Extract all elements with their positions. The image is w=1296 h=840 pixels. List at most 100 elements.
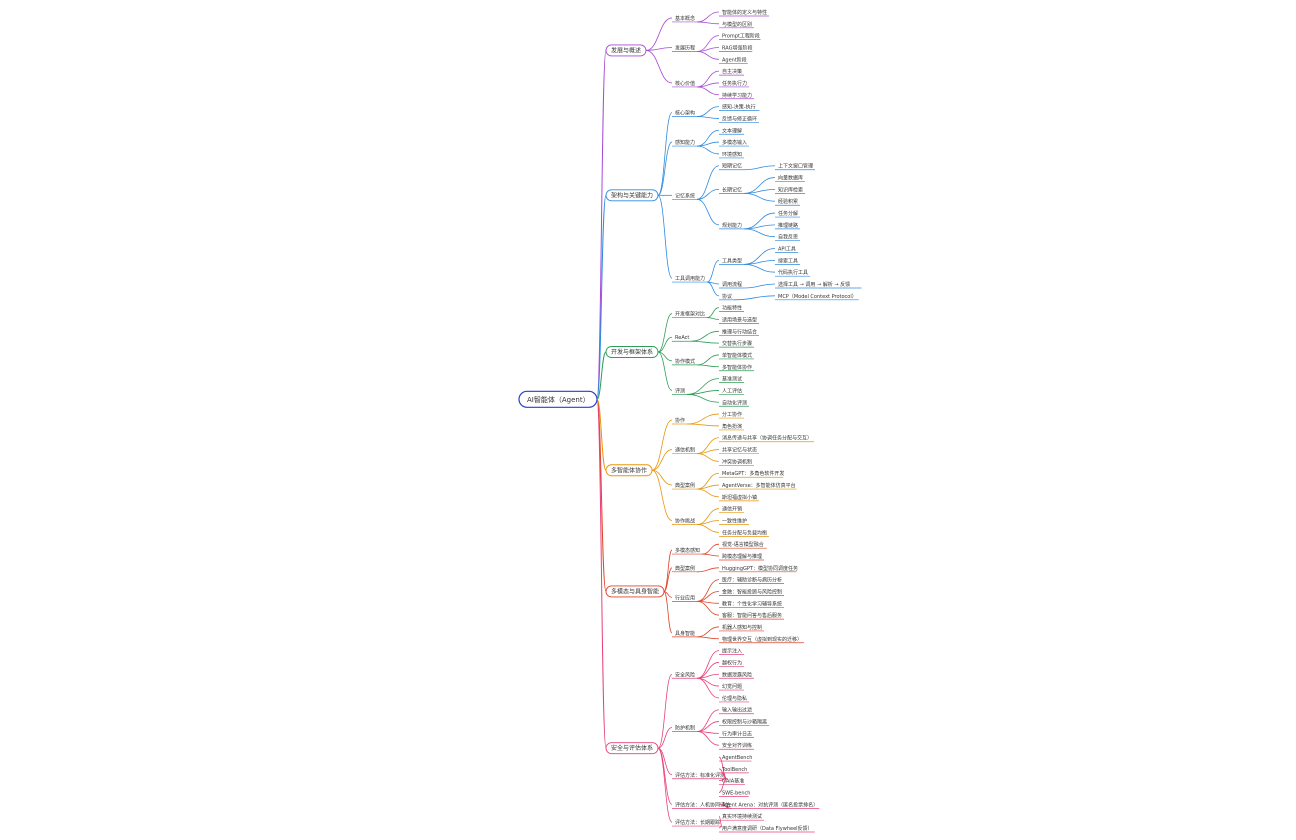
- node-label-1-1-0: 文本理解: [722, 127, 742, 134]
- node-label-0-1-0: Prompt工程阶段: [722, 33, 760, 40]
- node-label-0-0-1: 与模型的区别: [722, 21, 752, 28]
- connector-4-3-1: [696, 636, 720, 640]
- node-label-4-0-1: 跨模态理解与推理: [722, 553, 762, 560]
- connector-5-2-3: [718, 778, 728, 793]
- connector-1-0-1: [696, 116, 720, 119]
- node-label-2-2-1: 多智能体协作: [722, 364, 752, 371]
- node-label-1-3-2-0: MCP（Model Context Protocol）: [778, 294, 857, 300]
- connector-2-2-0: [696, 354, 720, 366]
- node-label-1-2-2-1: 推理链路: [778, 222, 798, 229]
- node-label-5-1-0: 输入输出过滤: [722, 707, 752, 714]
- node-label-1-2-2: 规划能力: [722, 222, 742, 229]
- node-label-2-3-1: 人工评估: [722, 387, 742, 394]
- node-label-4-2: 行业应用: [675, 594, 695, 601]
- node-label-3-0-1: 角色扮演: [722, 423, 742, 430]
- branch-label-5: 安全与评估体系: [611, 744, 653, 752]
- connector-1-2-2-2: [743, 228, 776, 238]
- node-label-5-2-1: ToolBench: [721, 767, 747, 773]
- branch-label-4: 多模态与具身智能: [611, 587, 659, 595]
- connector-2-2-1: [696, 364, 720, 368]
- node-label-1-3-1-0: 选择工具 → 调用 → 解析 → 反馈: [778, 281, 850, 288]
- connector-1-0-0: [696, 106, 720, 117]
- node-label-5-0-2: 数据泄露风险: [722, 671, 752, 678]
- connector-2-3-2: [686, 394, 720, 403]
- node-label-3-0: 协作: [675, 417, 685, 424]
- connector-1: [596, 194, 607, 400]
- node-label-2-3: 评测: [675, 387, 685, 394]
- node-label-2-3-2: 自动化评测: [722, 399, 747, 406]
- connector-1-2-2: [696, 198, 720, 226]
- connector-5-1-0: [696, 709, 720, 732]
- connector-5-3: [657, 747, 673, 805]
- node-label-1-3-0-0: API工具: [778, 247, 796, 253]
- node-label-0-0: 基本概念: [675, 15, 695, 22]
- node-label-1-2-1-2: 经验积累: [778, 198, 798, 205]
- node-label-5-1-3: 安全对齐训练: [722, 742, 752, 749]
- node-label-5-0: 安全风险: [675, 671, 695, 678]
- connector-1-3-1-0: [743, 283, 776, 289]
- connector-5-1-3: [696, 731, 720, 746]
- connector-5-1-1: [696, 721, 720, 732]
- node-label-3-2-2: 斯坦福虚拟小镇: [722, 494, 757, 501]
- node-label-5-1-2: 行为审计日志: [722, 730, 752, 737]
- node-label-5-1-1: 权限控制与沙箱隔离: [722, 719, 767, 726]
- node-label-2-2-0: 单智能体模式: [722, 352, 752, 359]
- connector-3-0-1: [686, 423, 720, 427]
- connector-0-0-0: [696, 11, 720, 23]
- connector-1-3-2-0: [733, 295, 776, 301]
- connector-2-0-1: [706, 317, 720, 320]
- node-label-1-3-0-1: 搜索工具: [778, 257, 798, 264]
- connector-1-2-0: [696, 165, 720, 200]
- connector-2-1: [657, 336, 673, 353]
- node-label-0-2-0: 自主决策: [722, 68, 742, 75]
- connector-4: [596, 398, 607, 592]
- connector-2-0: [657, 313, 673, 353]
- node-label-4-3-1: 物理世界交互（虚拟到现实的迁移）: [722, 636, 802, 643]
- connector-5-0-4: [696, 677, 720, 699]
- node-label-1-3-2: 协议: [722, 293, 732, 300]
- node-label-4-2-0: 医疗：辅助诊断与病历分析: [722, 577, 782, 584]
- node-label-1-3-0-2: 代码执行工具: [778, 269, 808, 276]
- connector-3-2-2: [696, 488, 720, 498]
- connector-2-1-1: [690, 340, 720, 344]
- node-label-5-4-1: 用户满意度调研（Data Flywheel反馈）: [722, 825, 813, 832]
- node-label-1-2-1: 长期记忆: [722, 186, 742, 193]
- node-label-2-0-1: 适用场景与选型: [722, 316, 757, 323]
- branch-label-0: 发展与概述: [611, 46, 641, 54]
- connector-2-1-0: [690, 330, 720, 342]
- node-label-0-1: 发展历程: [675, 44, 695, 51]
- node-label-2-0: 开发框架对比: [675, 311, 705, 318]
- node-label-3-1-1: 共享记忆与状态: [722, 447, 757, 454]
- node-label-3-3-0: 通信开销: [722, 506, 742, 513]
- connector-4-3-0: [696, 626, 720, 638]
- connector-0-0: [645, 17, 673, 51]
- connector-5-1: [657, 727, 673, 749]
- connector-3-0: [651, 419, 673, 471]
- node-label-0-2-2: 持续学习能力: [722, 92, 752, 99]
- connector-0-0-1: [696, 21, 720, 25]
- node-label-4-3: 具身智能: [675, 630, 695, 637]
- connector-4-2: [663, 591, 673, 598]
- connector-2-3: [657, 351, 673, 391]
- connector-5-0-0: [696, 650, 720, 679]
- node-label-2-1-0: 推理与行动结合: [722, 328, 757, 335]
- node-label-1-1-2: 环境感知: [722, 151, 742, 158]
- node-label-1-2-2-0: 任务分解: [778, 210, 798, 217]
- connector-1-3-2: [706, 281, 720, 297]
- node-label-3-2-1: AgentVerse：多智能体仿真平台: [722, 482, 796, 489]
- node-label-2-3-0: 基准测试: [722, 376, 742, 383]
- connector-4-0-1: [701, 553, 720, 557]
- branch-label-3: 多智能体协作: [611, 466, 647, 474]
- connector-1-2-0-0: [743, 165, 776, 171]
- node-label-3-1-2: 冲突协调机制: [722, 458, 752, 465]
- connector-0-1: [645, 47, 673, 51]
- connector-2-0-0: [706, 307, 720, 318]
- node-label-0-2-1: 任务执行力: [722, 80, 747, 87]
- connector-3-1: [651, 449, 673, 471]
- node-label-3-0-0: 分工协作: [722, 411, 742, 418]
- node-label-1-3: 工具调用能力: [675, 275, 705, 282]
- node-label-5-0-1: 越权行为: [722, 659, 742, 666]
- node-label-4-2-3: 客服：智能问答与售后服务: [722, 612, 782, 619]
- node-label-5-4-0: 真实环境持续测试: [722, 813, 762, 820]
